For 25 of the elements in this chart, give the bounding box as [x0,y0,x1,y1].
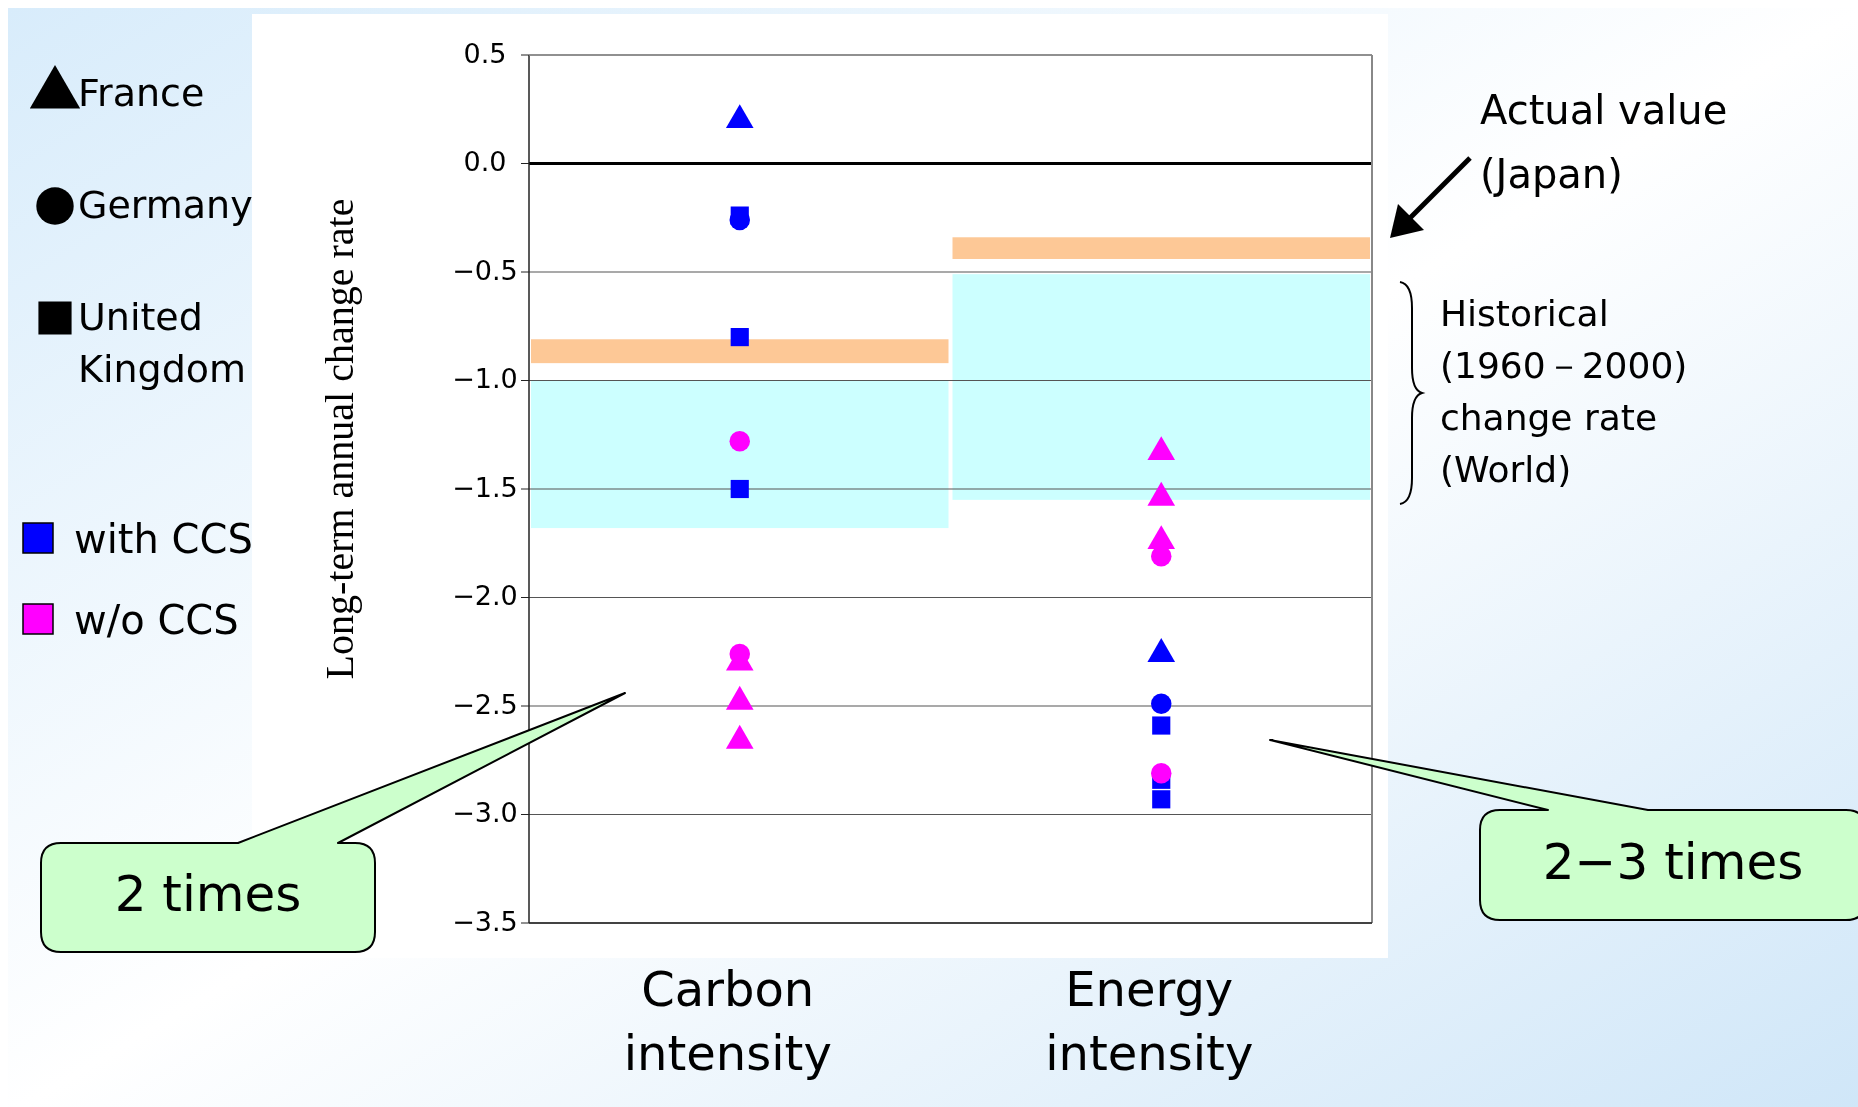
y-tick-label: −2.0 [452,580,518,611]
text: Actual value (Japan) [1480,87,1728,197]
text: 2 times [114,865,302,923]
y-tick-label: −1.0 [452,363,518,394]
text: France [78,71,205,115]
y-tick-label: −3.5 [452,905,518,937]
bar [531,380,949,529]
y-tick-label: −0.5 [452,254,518,286]
y-tick-label: −3.0 [452,797,518,828]
bar [952,274,1370,500]
y-tick-label: 0.0 [463,146,507,177]
y-tick-label: 0.5 [463,37,507,69]
bar [952,237,1370,259]
text: United Kingdom [78,295,247,391]
y-tick-label: −1.5 [452,471,518,503]
x-tick-label: Carbon intensity [623,961,832,1081]
text: Germany [78,183,253,227]
x-tick-label: Energy intensity [1045,961,1254,1081]
bar [531,339,949,364]
text: w/o CCS [74,597,239,643]
text: with CCS [74,516,253,562]
y-tick-label: −2.5 [452,688,518,720]
text: 2−3 times [1542,832,1804,891]
y-axis-title: Long-term annual change rate [317,198,362,680]
series-label: Historical (1960－2000) change rate (World) [1440,293,1688,490]
